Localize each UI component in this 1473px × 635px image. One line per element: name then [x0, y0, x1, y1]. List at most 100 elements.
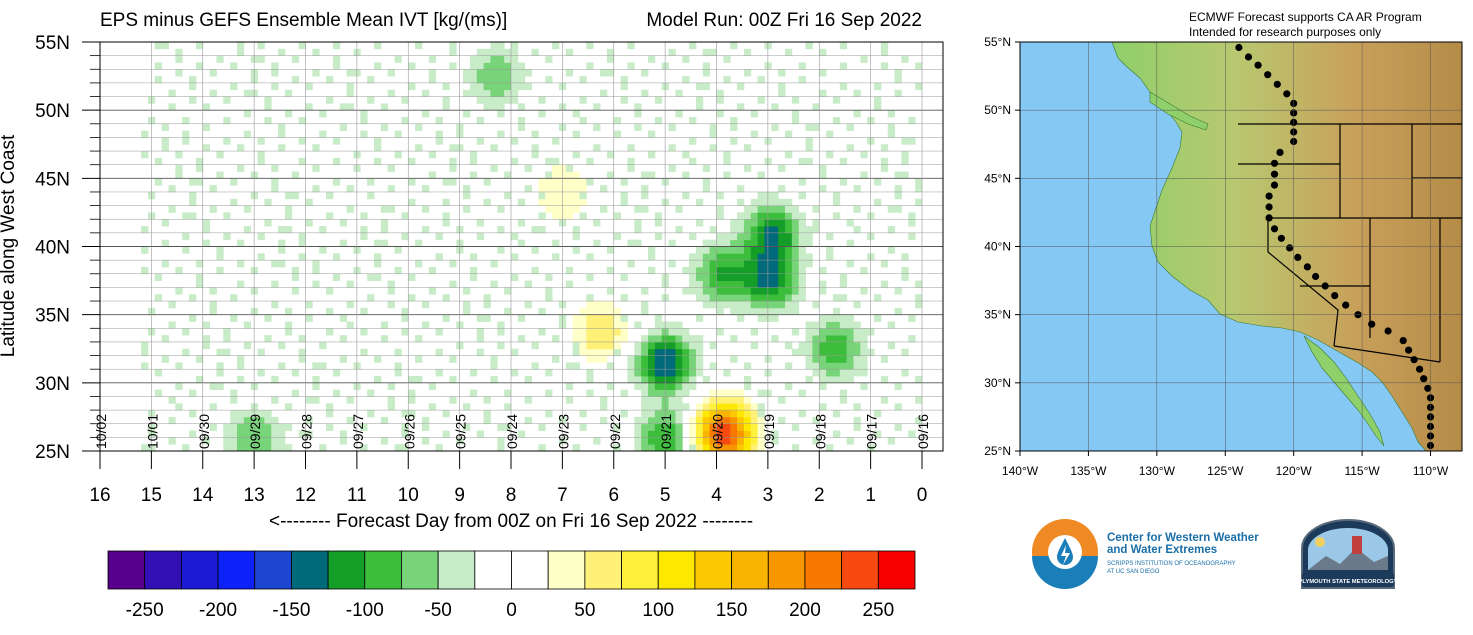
heatmap-cell [271, 416, 279, 425]
heatmap-cell [730, 410, 738, 418]
heatmap-cell [887, 123, 895, 132]
transect-point [1424, 384, 1432, 392]
psu-building [1352, 536, 1362, 554]
heatmap-cell [497, 321, 505, 329]
heatmap-cell [654, 396, 663, 404]
heatmap-cell [305, 416, 313, 425]
heatmap-cell [675, 437, 683, 445]
heatmap-cell [367, 191, 375, 200]
heatmap-cell [271, 260, 279, 268]
heatmap-cell [812, 335, 820, 343]
heatmap-cell [476, 76, 484, 84]
heatmap-cell [750, 307, 758, 316]
transect-point [1265, 192, 1273, 200]
heatmap-cell [298, 42, 306, 50]
heatmap-cell [682, 355, 690, 363]
heatmap-cell [312, 164, 320, 172]
heatmap-cell [442, 198, 450, 206]
heatmap-cell [648, 335, 656, 343]
heatmap-cell [894, 382, 902, 391]
baja-peninsula [1303, 335, 1385, 447]
heatmap-cell [737, 82, 745, 91]
heatmap-cell [141, 444, 149, 451]
heatmap-cell [695, 253, 704, 261]
heatmap-cell [641, 205, 649, 213]
heatmap-cell [421, 437, 430, 445]
heatmap-cell [832, 341, 841, 350]
heatmap-cell [360, 130, 368, 138]
heatmap-cell [757, 246, 765, 254]
heatmap-cell [771, 335, 779, 343]
heatmap-cell [449, 62, 457, 70]
heatmap-cell [908, 314, 916, 322]
chart-subtitle: Model Run: 00Z Fri 16 Sep 2022 [646, 10, 922, 31]
transect-point [1270, 225, 1279, 233]
heatmap-cell [695, 96, 704, 104]
heatmap-cell [593, 144, 601, 152]
heatmap-cell [586, 157, 594, 166]
heatmap-cell [504, 89, 512, 97]
heatmap-cell [435, 137, 443, 145]
heatmap-cell [620, 273, 628, 281]
heatmap-cell [517, 76, 526, 84]
heatmap-cell [360, 232, 368, 241]
heatmap-cell [778, 260, 786, 268]
heatmap-cell [908, 219, 916, 227]
heatmap-cell [209, 423, 217, 431]
heatmap-cell [408, 389, 416, 397]
heatmap-cell [778, 253, 786, 261]
heatmap-cell [620, 335, 628, 343]
heatmap-cell [319, 130, 327, 138]
heatmap-cell [737, 246, 745, 254]
heatmap-cell [572, 110, 580, 118]
heatmap-cell [565, 198, 574, 206]
heatmap-cell [668, 382, 676, 391]
heatmap-cell [798, 219, 806, 227]
heatmap-cell [243, 110, 252, 118]
heatmap-cell [627, 355, 635, 363]
heatmap-cell [511, 157, 519, 166]
heatmap-cell [860, 328, 868, 336]
heatmap-cell [737, 287, 745, 295]
heatmap-cell [853, 403, 861, 411]
heatmap-cell [737, 185, 745, 193]
heatmap-cell [832, 294, 841, 302]
heatmap-cell [627, 157, 635, 166]
heatmap-cell [332, 42, 341, 50]
heatmap-cell [237, 280, 245, 288]
heatmap-cell [757, 287, 765, 295]
heatmap-cell [237, 239, 245, 247]
heatmap-cell [709, 123, 717, 132]
heatmap-cell [497, 62, 505, 70]
heatmap-cell [511, 82, 519, 91]
heatmap-cell [798, 62, 806, 70]
heatmap-cell [606, 362, 615, 370]
heatmap-cell [524, 280, 532, 288]
heatmap-cell [812, 219, 820, 227]
heatmap-cell [538, 307, 546, 316]
heatmap-cell [332, 253, 341, 261]
heatmap-cell [291, 171, 300, 179]
heatmap-cell [791, 301, 800, 309]
heatmap-cell [730, 253, 738, 261]
heatmap-cell [839, 355, 848, 363]
heatmap-cell [483, 416, 491, 425]
heatmap-cell [545, 389, 553, 397]
heatmap-cell [408, 198, 416, 206]
heatmap-cell [565, 205, 574, 213]
heatmap-cell [641, 382, 649, 391]
heatmap-cell [915, 185, 923, 193]
heatmap-cell [600, 416, 608, 425]
heatmap-cell [791, 266, 800, 275]
heatmap-cell [593, 314, 601, 322]
heatmap-cell [408, 410, 416, 418]
heatmap-cell [682, 389, 690, 397]
heatmap-cell [771, 280, 779, 288]
heatmap-cell [209, 307, 217, 316]
colorbar-swatch [217, 550, 256, 590]
heatmap-cell [648, 437, 656, 445]
heatmap-cell [394, 348, 402, 356]
heatmap-cell [716, 89, 724, 97]
cw3e-name-line1: Center for Western Weather [1107, 532, 1259, 544]
heatmap-cell [668, 164, 676, 172]
